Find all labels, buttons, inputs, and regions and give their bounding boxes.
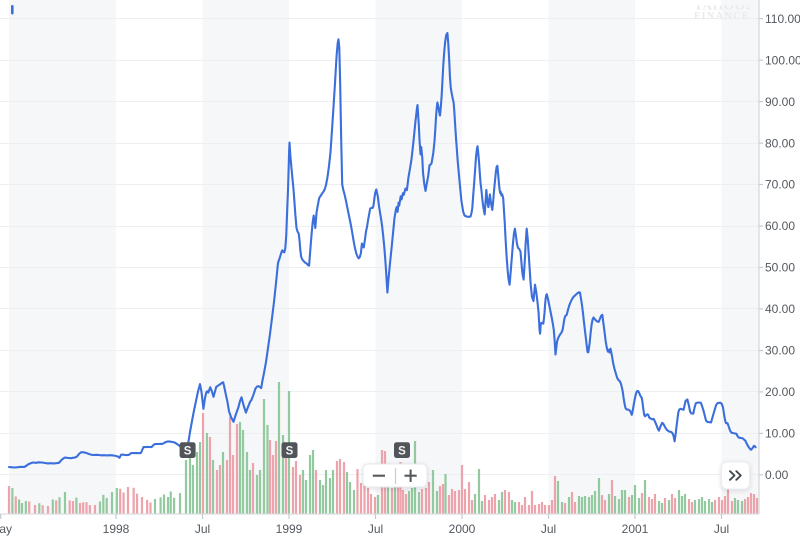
svg-text:40.00: 40.00: [765, 302, 795, 316]
svg-text:2000: 2000: [449, 522, 476, 536]
svg-text:Jul: Jul: [714, 522, 729, 536]
svg-text:1999: 1999: [276, 522, 303, 536]
svg-text:May: May: [0, 522, 12, 536]
svg-text:S: S: [184, 446, 192, 458]
svg-text:10.00: 10.00: [765, 427, 795, 441]
svg-text:100.00: 100.00: [765, 53, 800, 67]
svg-text:20.00: 20.00: [765, 385, 795, 399]
svg-text:50.00: 50.00: [765, 261, 795, 275]
svg-text:0.00: 0.00: [765, 468, 789, 482]
svg-text:YAHOO!: YAHOO!: [693, 0, 750, 13]
svg-text:110.00: 110.00: [765, 12, 800, 26]
svg-text:80.00: 80.00: [765, 136, 795, 150]
svg-text:90.00: 90.00: [765, 95, 795, 109]
svg-text:30.00: 30.00: [765, 344, 795, 358]
svg-text:Jul: Jul: [368, 522, 383, 536]
svg-text:S: S: [398, 446, 406, 458]
svg-text:Jul: Jul: [541, 522, 556, 536]
svg-text:FINANCE: FINANCE: [694, 11, 750, 22]
svg-text:S: S: [286, 446, 294, 458]
svg-text:2001: 2001: [622, 522, 649, 536]
svg-text:Jul: Jul: [195, 522, 210, 536]
svg-text:1998: 1998: [103, 522, 130, 536]
svg-text:60.00: 60.00: [765, 219, 795, 233]
svg-text:70.00: 70.00: [765, 178, 795, 192]
